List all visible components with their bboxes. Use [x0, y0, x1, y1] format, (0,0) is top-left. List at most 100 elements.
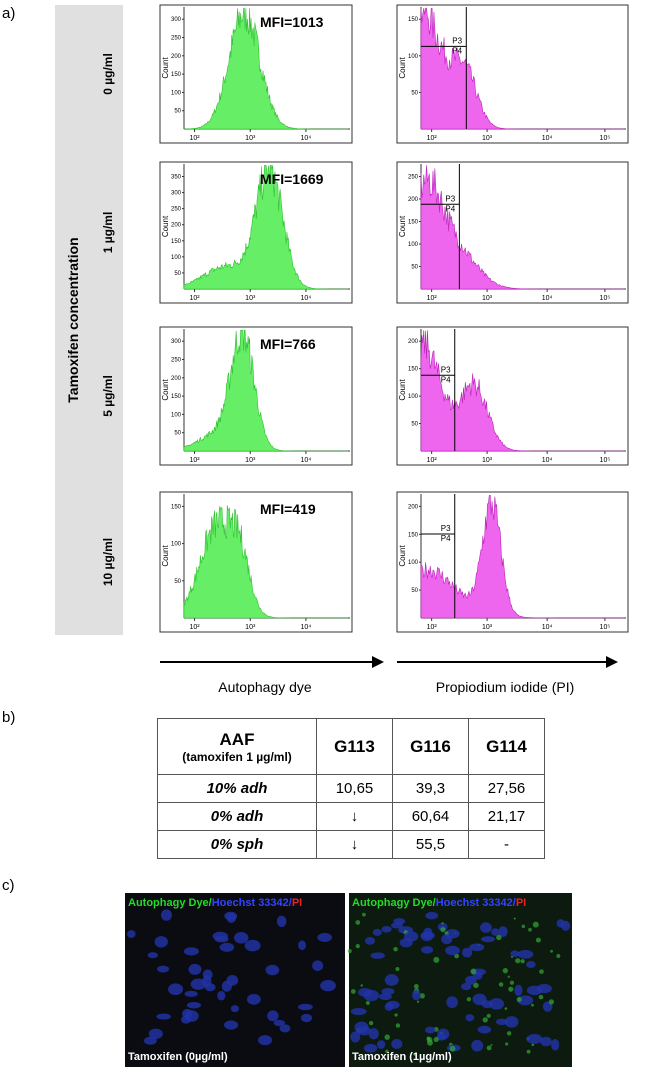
x-tick-label: 10³ [245, 295, 256, 302]
x-tick-label: 10⁵ [600, 295, 611, 302]
x-tick-label: 10⁵ [600, 135, 611, 142]
y-tick-label: 100 [408, 394, 419, 400]
x-tick-label: 10² [189, 135, 200, 142]
nucleus [217, 990, 226, 1001]
y-axis-title: Count [161, 57, 170, 79]
nucleus [364, 937, 376, 945]
y-axis-title: Count [161, 215, 170, 237]
nucleus [127, 930, 136, 939]
x-tick-label: 10² [427, 624, 438, 631]
nucleus [317, 932, 333, 942]
nucleus [510, 950, 520, 957]
green-speck [508, 986, 514, 992]
gate-label: P3 [452, 36, 462, 45]
nucleus [471, 1039, 484, 1052]
nucleus [536, 983, 552, 994]
nucleus [517, 949, 534, 959]
y-tick-label: 50 [411, 265, 418, 271]
green-speck [416, 1000, 420, 1003]
nucleus [182, 1008, 193, 1019]
histogram [183, 505, 348, 619]
side-band [55, 5, 123, 635]
panel-label: c) [2, 877, 15, 894]
concentration-label: 0 µg/ml [101, 53, 115, 95]
green-speck [506, 1031, 512, 1036]
nucleus [354, 1021, 369, 1034]
concentration-label: 10 µg/ml [101, 538, 115, 586]
green-speck [516, 997, 522, 1003]
nucleus [320, 979, 336, 992]
nucleus [265, 964, 280, 976]
nucleus [279, 1024, 291, 1033]
header-subtitle: (tamoxifen 1 µg/ml) [182, 749, 292, 764]
title-part: Hoechst 33342 [212, 897, 289, 909]
green-speck [520, 959, 525, 964]
nucleus [368, 1028, 379, 1040]
nucleus [465, 975, 477, 985]
nucleus [156, 1013, 171, 1020]
axis-title: Propiodium iodide (PI) [436, 679, 575, 695]
gate-label: P4 [441, 534, 451, 543]
header-title: AAF [219, 729, 255, 749]
nucleus [391, 1038, 403, 1050]
header-cell: G116 [392, 718, 469, 775]
cell: ↓ [316, 802, 393, 831]
histogram [420, 7, 624, 130]
y-tick-label: 150 [171, 394, 182, 400]
nucleus [491, 928, 500, 936]
y-tick-label: 150 [408, 17, 419, 23]
green-speck [507, 975, 510, 978]
x-tick-label: 10⁴ [542, 624, 553, 631]
y-tick-label: 150 [171, 72, 182, 78]
mfi-label: MFI=419 [260, 501, 316, 517]
nucleus [298, 1003, 313, 1011]
x-tick-label: 10³ [245, 624, 256, 631]
green-speck [454, 953, 459, 959]
y-axis-title: Count [398, 215, 407, 237]
green-speck [521, 924, 526, 929]
nucleus [399, 938, 413, 948]
green-speck [470, 968, 477, 975]
y-tick-label: 350 [171, 175, 182, 181]
nucleus [350, 1007, 367, 1016]
y-tick-label: 150 [171, 239, 182, 245]
x-tick-label: 10⁴ [301, 135, 312, 142]
green-speck [413, 1053, 417, 1056]
gate-label: P3 [441, 524, 451, 533]
green-speck [385, 1049, 389, 1054]
nucleus [437, 1028, 450, 1040]
y-tick-label: 50 [174, 271, 181, 277]
green-speck [347, 949, 352, 954]
nucleus [472, 993, 487, 1006]
green-speck [526, 1049, 531, 1054]
nucleus [184, 990, 198, 997]
nucleus [221, 980, 233, 992]
nucleus [168, 983, 184, 996]
nucleus [421, 946, 434, 954]
x-tick-label: 10² [189, 457, 200, 464]
y-tick-label: 200 [408, 197, 419, 203]
x-tick-label: 10² [427, 135, 438, 142]
nucleus [188, 963, 202, 975]
nucleus [143, 1036, 157, 1045]
x-tick-label: 10⁴ [542, 135, 553, 142]
y-axis-title: Count [398, 379, 407, 401]
x-tick-label: 10³ [482, 624, 493, 631]
y-tick-label: 100 [408, 54, 419, 60]
green-speck [532, 921, 539, 928]
title-part: PI [516, 897, 526, 909]
nucleus [377, 1040, 386, 1049]
green-speck [355, 944, 360, 949]
cell: 60,64 [392, 802, 469, 831]
green-speck [531, 1043, 535, 1047]
y-axis-title: Count [161, 545, 170, 567]
x-tick-label: 10³ [482, 457, 493, 464]
nucleus [183, 947, 199, 956]
cell: 27,56 [468, 774, 545, 803]
histogram [183, 164, 348, 290]
nucleus [204, 983, 216, 992]
panel-label: b) [2, 709, 15, 726]
nucleus [504, 1016, 519, 1028]
